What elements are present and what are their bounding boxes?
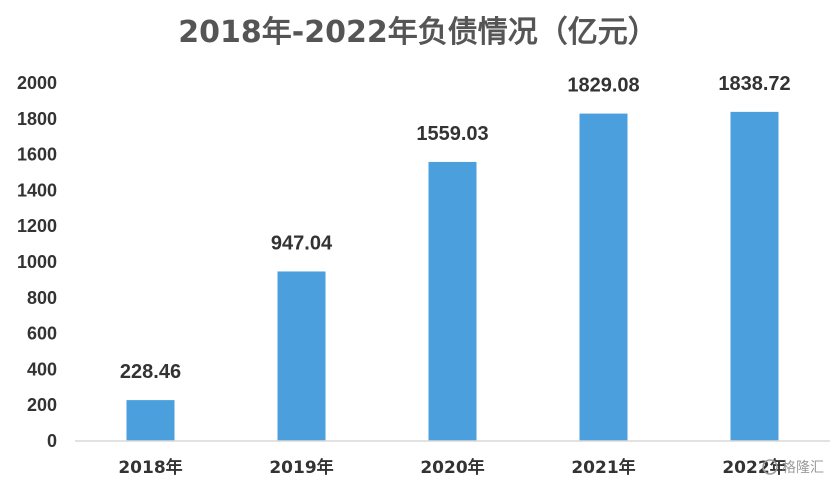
- watermark-logo-icon: [762, 459, 778, 475]
- y-tick-label: 1800: [17, 109, 57, 129]
- bar: [730, 111, 779, 442]
- watermark-text: 格隆汇: [782, 460, 824, 476]
- x-tick-label: 2021年: [571, 457, 635, 478]
- data-label: 947.04: [271, 232, 333, 254]
- bar: [428, 161, 477, 441]
- x-tick-label: 2018年: [118, 457, 182, 478]
- y-axis: 0 200 400 600 800 1000 1200 1400 1600 1800 2000: [17, 73, 57, 451]
- x-tick-label: 2019年: [269, 457, 333, 478]
- data-label: 1559.03: [416, 123, 488, 145]
- chart-title: 2018年-2022年负债情况（亿元）: [178, 15, 657, 50]
- x-tick-label: 2020年: [420, 457, 484, 478]
- data-label: 228.46: [120, 361, 181, 383]
- x-tick-label: 2022年: [722, 457, 786, 478]
- y-tick-label: 200: [27, 395, 57, 415]
- data-label: 1829.08: [567, 75, 639, 97]
- data-labels-group: 228.46 947.04 1559.03 1829.08 1838.72: [120, 73, 791, 383]
- y-tick-label: 1000: [17, 252, 57, 272]
- y-tick-label: 1200: [17, 216, 57, 236]
- y-tick-label: 800: [27, 288, 57, 308]
- x-axis: 2018年 2019年 2020年 2021年 2022年: [75, 440, 830, 478]
- bar: [277, 271, 326, 441]
- data-label: 1838.72: [718, 73, 790, 95]
- y-tick-label: 2000: [17, 73, 57, 93]
- bar: [579, 113, 628, 442]
- y-tick-label: 1400: [17, 180, 57, 200]
- y-tick-label: 400: [27, 359, 57, 379]
- y-tick-label: 600: [27, 324, 57, 344]
- bar: [126, 400, 175, 441]
- watermark: 格隆汇: [762, 459, 824, 476]
- y-tick-label: 1600: [17, 145, 57, 165]
- bars-group: [126, 111, 779, 442]
- y-tick-label: 0: [47, 431, 57, 451]
